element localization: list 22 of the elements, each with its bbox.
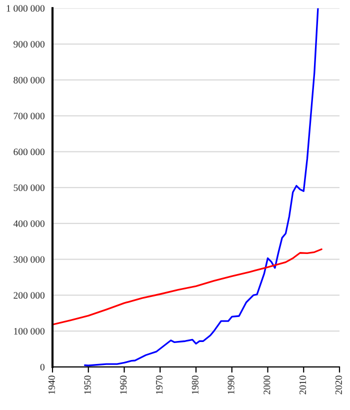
y-tick-label: 300 000 [14,256,44,263]
y-tick-label: 1 000 000 [6,5,44,12]
x-tick-label: 1940 [48,376,55,394]
y-tick-label: 700 000 [14,112,44,120]
y-tick-label: 200 000 [14,292,44,299]
x-tick-label: 1950 [84,376,91,394]
y-tick-label: 100 000 [14,328,44,335]
y-tick-label: 800 000 [14,76,44,84]
x-tick-label: 1970 [156,376,163,394]
x-tick-label: 1980 [192,376,198,394]
y-tick-label: 500 000 [14,184,44,192]
x-tick-label: 1960 [120,376,127,394]
line-series [84,8,319,366]
x-tick-label: 2010 [300,376,306,394]
y-tick-label: 600 000 [14,148,44,156]
x-tick-label: 1990 [228,376,234,394]
y-tick-label: 0 [40,364,44,370]
x-tick-label: 2020 [335,376,342,394]
y-tick-label: 400 000 [13,220,44,227]
y-tick-label: 900 000 [14,40,44,48]
line-series [52,248,322,326]
x-tick-label: 2000 [264,376,270,394]
